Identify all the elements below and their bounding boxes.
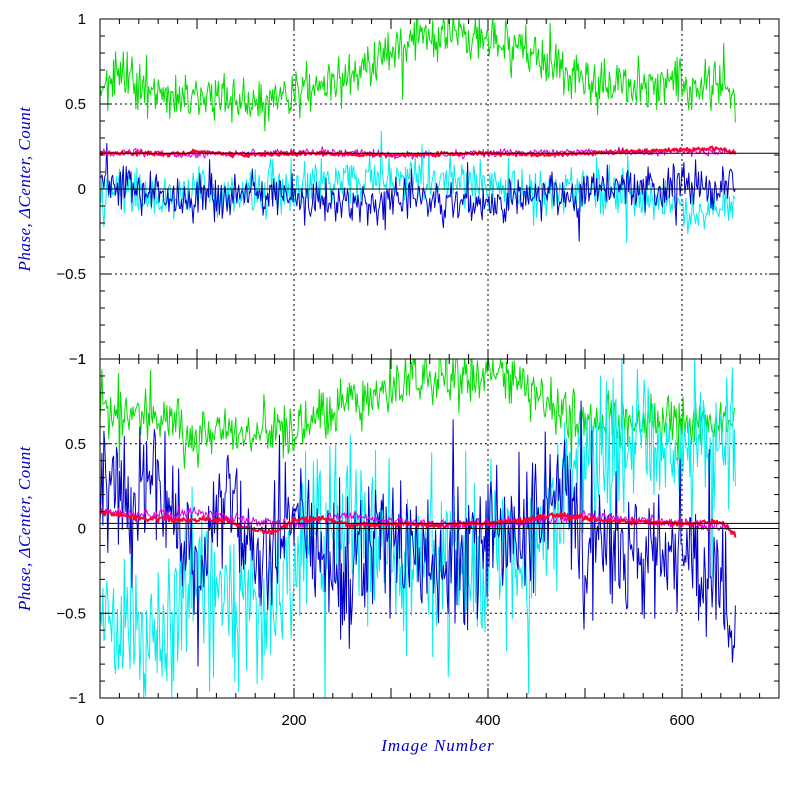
series-line-cyan (100, 130, 736, 243)
series-line-green (100, 19, 736, 132)
series-line-red (100, 508, 737, 538)
y-tick-label: −0.5 (56, 266, 86, 283)
x-tick-label: 400 (475, 712, 500, 729)
y-axis-label: Phase, ΔCenter, Count (15, 106, 34, 273)
x-tick-label: 200 (281, 712, 306, 729)
y-tick-label: −1 (69, 351, 86, 368)
x-axis-label: Image Number (380, 736, 495, 755)
series-line-green (100, 359, 736, 469)
y-tick-label: 0 (78, 181, 86, 198)
x-tick-label: 0 (96, 712, 104, 729)
y-tick-label: −1 (69, 690, 86, 707)
y-tick-label: 0 (78, 521, 86, 538)
panel-top: −1 −0.5 0 0.5 1 Phase, ΔCenter, Count (15, 11, 780, 368)
y-tick-label: 1 (78, 351, 86, 368)
y-tick-label: −0.5 (56, 605, 86, 622)
series-line-blue (100, 400, 736, 667)
y-tick-label: 0.5 (65, 96, 86, 113)
y-axis-label: Phase, ΔCenter, Count (15, 445, 34, 612)
x-tick-label: 600 (669, 712, 694, 729)
panel-bottom: −1 −0.5 0 0.5 1 Phase, ΔCenter, Count 0 200 400 6… (15, 351, 780, 729)
y-tick-label: 0.5 (65, 436, 86, 453)
series-line-blue (100, 143, 736, 242)
y-tick-label: 1 (78, 11, 86, 28)
